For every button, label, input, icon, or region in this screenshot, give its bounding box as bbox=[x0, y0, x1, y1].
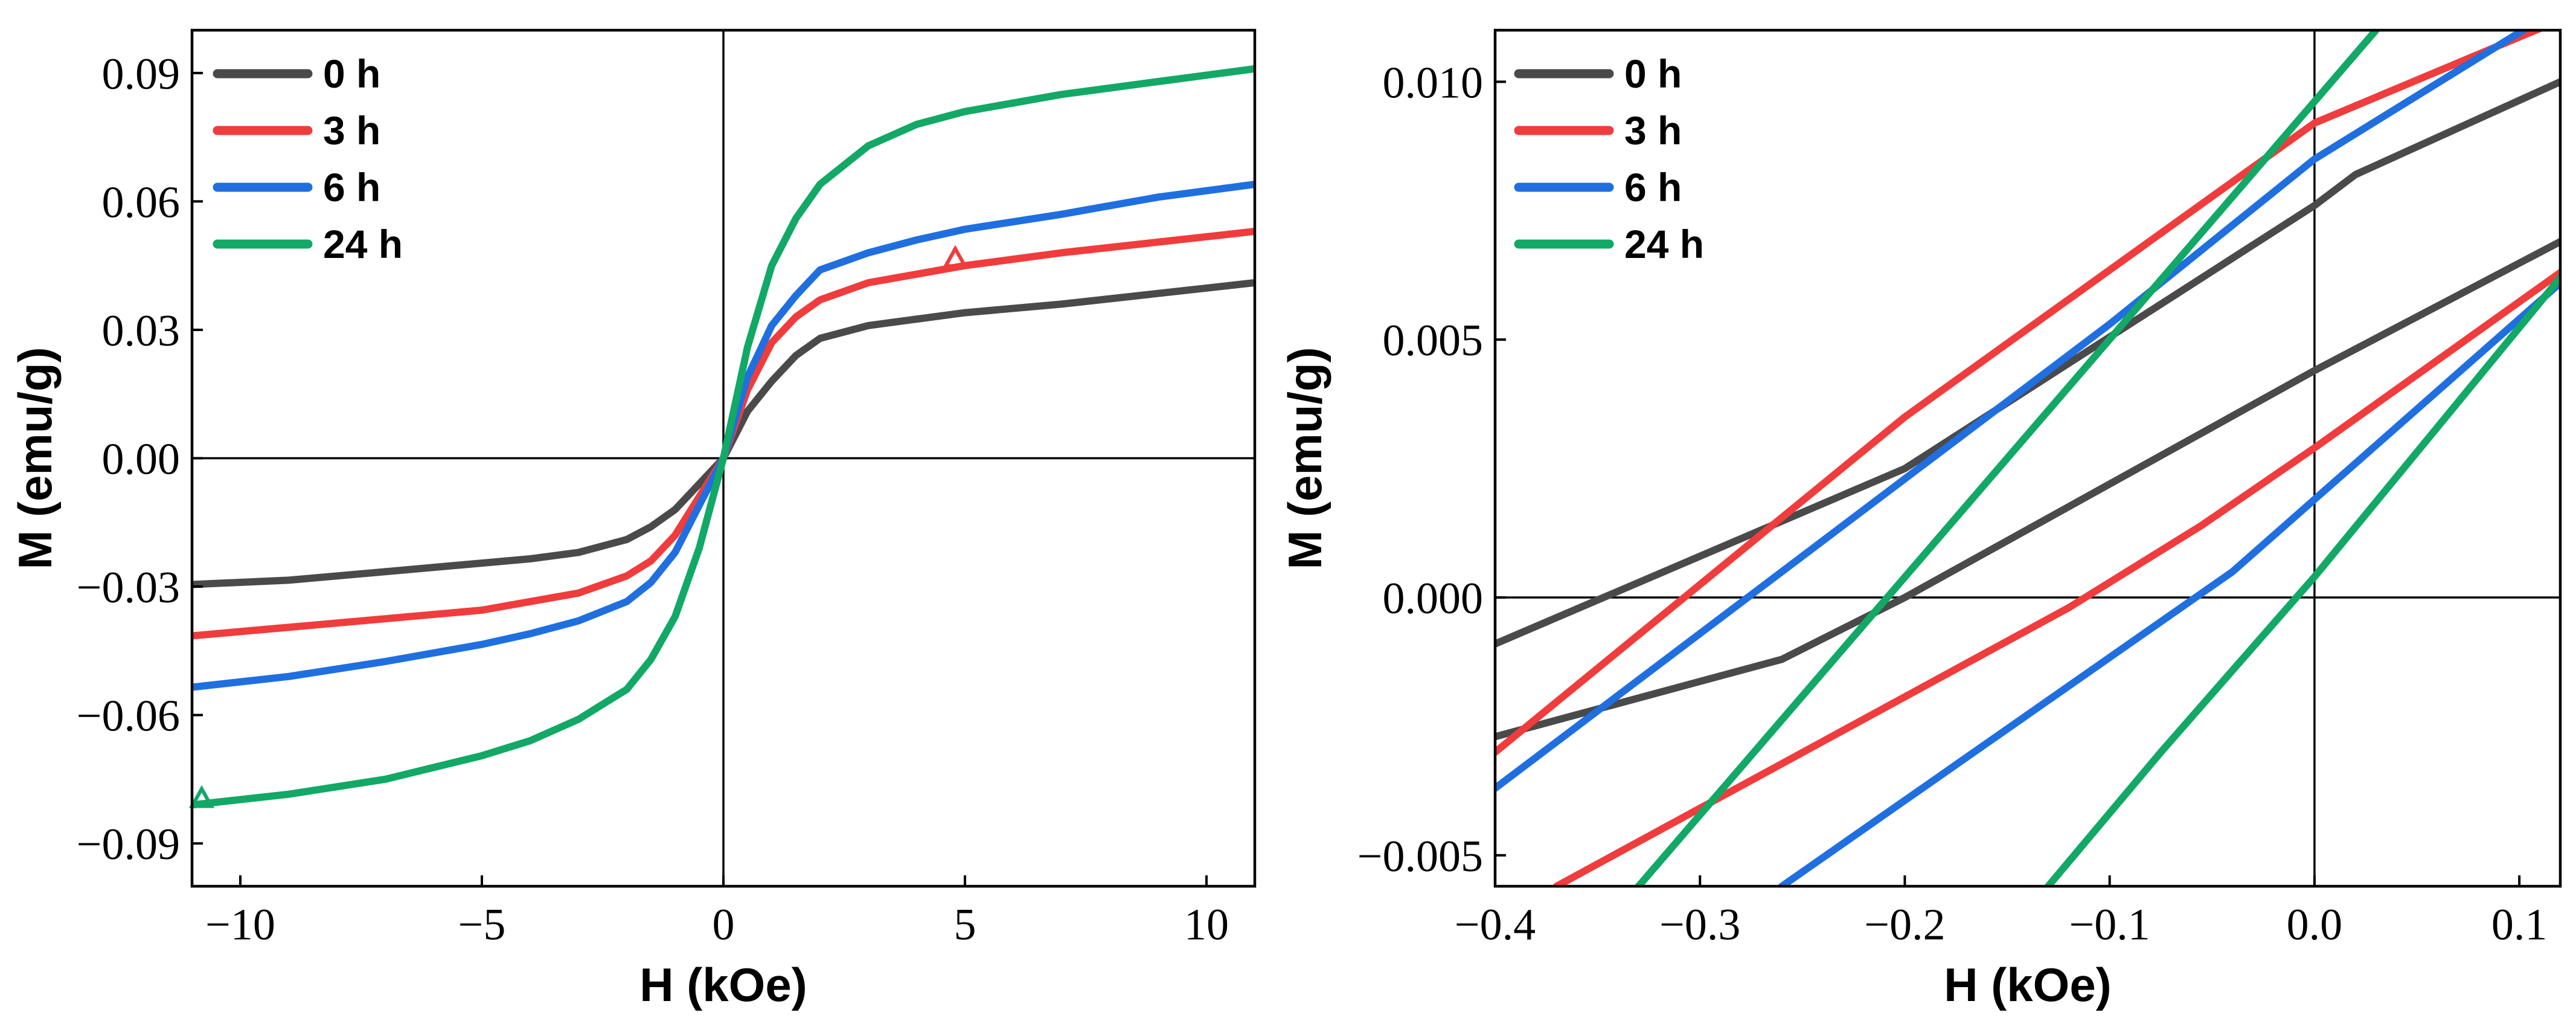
x-tick-label: 5 bbox=[954, 900, 976, 950]
y-tick-label: −0.06 bbox=[77, 692, 180, 741]
chart-hysteresis-zoom: −0.4 −0.3 −0.2 −0.1 0.0 0.1 −0.005 0.000 0.005 0.… bbox=[1278, 28, 2562, 1011]
legend-label: 0 h bbox=[323, 51, 380, 96]
x-tick-label: −5 bbox=[458, 900, 506, 950]
chart-hysteresis-full: −10 −5 0 5 10 −0.09 −0.06 −0.03 0.00 0.03 0.06 0.09… bbox=[8, 28, 1257, 1011]
y-tick-label: 0.03 bbox=[102, 306, 181, 356]
x-tick-label: −0.2 bbox=[1864, 900, 1945, 950]
x-tick-label: 0 bbox=[713, 900, 735, 950]
x-axis-title: H (kOe) bbox=[639, 958, 807, 1011]
y-tick-label: 0.09 bbox=[102, 50, 181, 99]
x-tick-label: −0.3 bbox=[1659, 900, 1740, 950]
marker-3h bbox=[942, 245, 969, 268]
y-tick-label: −0.09 bbox=[77, 820, 180, 869]
y-tick-label: 0.00 bbox=[102, 435, 181, 485]
y-axis-title: M (emu/g) bbox=[8, 347, 62, 569]
x-tick-label: 10 bbox=[1184, 900, 1229, 950]
series-line-6h bbox=[1495, 30, 2560, 886]
x-tick-label: −0.4 bbox=[1455, 900, 1536, 950]
legend-label: 6 h bbox=[1624, 165, 1682, 210]
y-tick-label: −0.03 bbox=[77, 563, 180, 613]
x-tick-label: −0.1 bbox=[2069, 900, 2150, 950]
y-tick-label: 0.06 bbox=[102, 178, 181, 227]
x-tick-label: −10 bbox=[205, 900, 275, 950]
series-line-3h bbox=[1495, 30, 2560, 886]
y-tick-label: 0.005 bbox=[1383, 316, 1484, 365]
legend-label: 0 h bbox=[1624, 51, 1682, 96]
series-group bbox=[1495, 30, 2560, 886]
y-tick-label: 0.010 bbox=[1383, 58, 1484, 108]
x-axis-title: H (kOe) bbox=[1944, 958, 2111, 1011]
marker-24h bbox=[188, 785, 215, 808]
plot-frame bbox=[1493, 28, 2562, 888]
legend-label: 24 h bbox=[1624, 222, 1704, 266]
series-line-24h bbox=[1635, 30, 2560, 886]
series-group bbox=[192, 65, 1255, 809]
legend-label: 3 h bbox=[323, 108, 380, 153]
series-line-24h bbox=[192, 65, 1255, 809]
y-axis-title: M (emu/g) bbox=[1278, 347, 1331, 569]
x-tick-label: 0.0 bbox=[2287, 900, 2343, 950]
legend-label: 24 h bbox=[323, 222, 403, 266]
legend: 0 h 3 h 6 h 24 h bbox=[1514, 51, 1704, 266]
legend-label: 6 h bbox=[323, 165, 380, 210]
y-tick-label: −0.005 bbox=[1357, 832, 1483, 881]
legend-label: 3 h bbox=[1624, 108, 1682, 153]
y-tick-label: 0.000 bbox=[1383, 574, 1484, 623]
legend: 0 h 3 h 6 h 24 h bbox=[213, 51, 403, 266]
x-tick-label: 0.1 bbox=[2491, 900, 2548, 950]
